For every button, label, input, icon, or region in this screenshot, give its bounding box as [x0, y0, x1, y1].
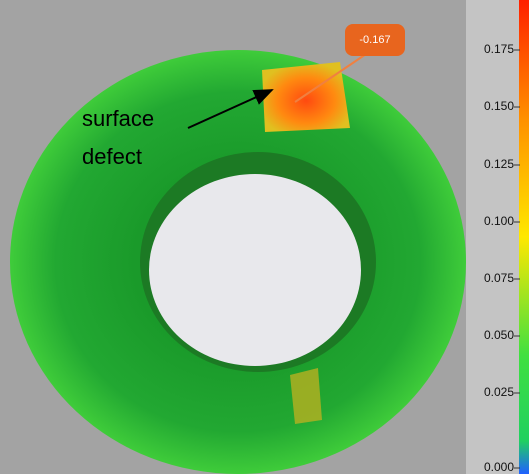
hole: [149, 174, 361, 366]
annotation-line: surface: [82, 106, 154, 131]
defect-area: [262, 62, 350, 132]
annotation-line: defect: [82, 144, 142, 169]
colorbar-tick-label: 0.175: [484, 42, 514, 56]
minor-deviation: [290, 368, 322, 424]
colorbar: [519, 0, 529, 474]
colorbar-tick-label: 0.150: [484, 99, 514, 113]
colorbar-tick-label: 0.050: [484, 328, 514, 342]
colorbar-tick-label: 0.025: [484, 385, 514, 399]
colorbar-tick-label: 0.125: [484, 157, 514, 171]
scan-view: -0.167 surface defect 0.175 0.150 0.125 0.1…: [0, 0, 529, 474]
colorbar-tick-label: 0.075: [484, 271, 514, 285]
colorbar-tick-label: 0.000: [484, 460, 514, 474]
callout-label: -0.167: [359, 34, 390, 46]
colorbar-tick-label: 0.100: [484, 214, 514, 228]
